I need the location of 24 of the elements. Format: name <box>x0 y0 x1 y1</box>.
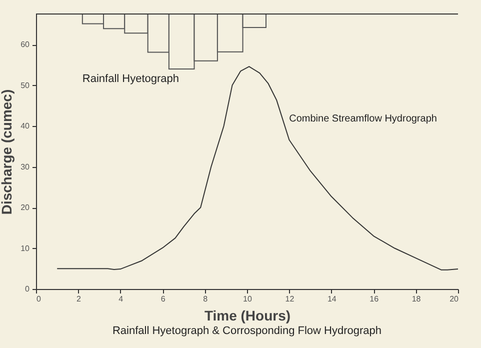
series-label: Combine Streamflow Hydrograph <box>289 114 437 125</box>
x-tick-label: 16 <box>370 294 380 304</box>
line-series <box>56 66 458 270</box>
y-tick-label: 10 <box>20 244 30 253</box>
x-tick-label: 20 <box>450 294 460 304</box>
y-tick-label: 0 <box>25 284 30 294</box>
x-tick-label: 6 <box>160 294 166 304</box>
x-tick-label: 2 <box>76 294 82 304</box>
y-tick-label: 60 <box>20 40 30 50</box>
x-tick-label: 8 <box>203 294 208 304</box>
x-tick-label: 0 <box>36 294 42 304</box>
x-axis-title: Time (Hours) <box>204 308 291 324</box>
x-tick-label: 12 <box>285 294 295 304</box>
y-tick-label: 50 <box>20 80 30 90</box>
x-tick-label: 18 <box>412 294 422 304</box>
series-label: Rainfall Hyetograph <box>82 73 180 85</box>
y-tick-label: 30 <box>20 162 30 172</box>
y-tick-label: 20 <box>20 203 30 212</box>
x-tick-label: 14 <box>327 294 337 304</box>
text: Rainfall Hyetograph & Corrosponding Flow Hydrograph <box>112 325 382 337</box>
x-tick-label: 4 <box>118 294 124 304</box>
y-tick-label: 40 <box>20 122 30 131</box>
y-axis-title: Discharge (cumec) <box>0 89 15 215</box>
x-tick-label: 10 <box>243 294 252 304</box>
